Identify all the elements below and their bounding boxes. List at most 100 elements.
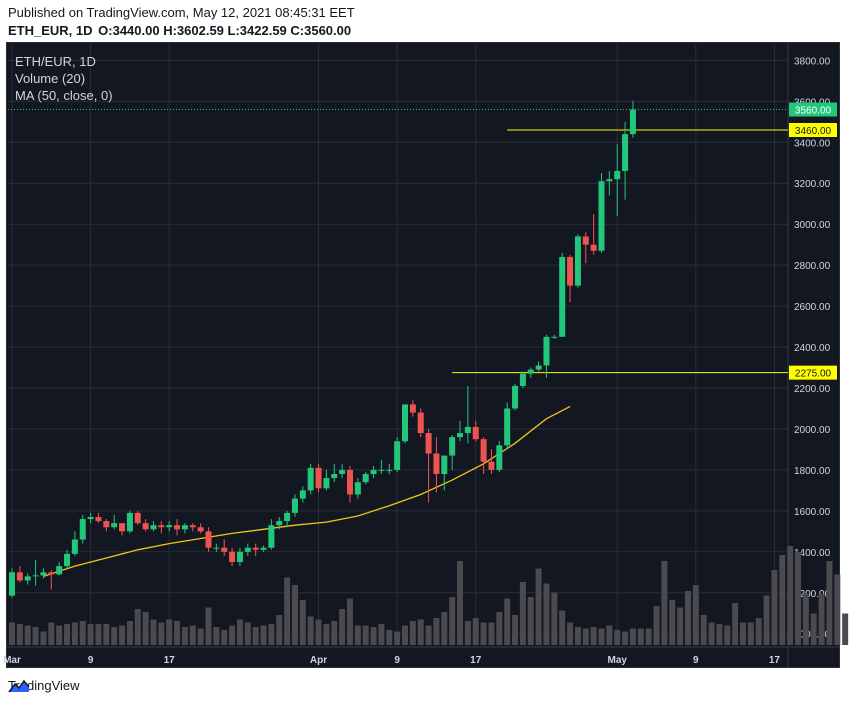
volume-bar (519, 582, 526, 645)
price-label-text: 2275.00 (795, 369, 832, 380)
volume-bar (291, 585, 298, 645)
price-label-box (789, 102, 837, 117)
volume-bar (763, 595, 770, 645)
candle-body (598, 181, 605, 251)
volume-bar (551, 592, 558, 645)
legend-volume: Volume (20) (15, 71, 86, 86)
y-tick-label: 1800.00 (794, 466, 831, 477)
x-tick-label: Apr (310, 655, 327, 666)
published-line: Published on TradingView.com, May 12, 20… (8, 5, 355, 20)
volume-bar (354, 625, 361, 645)
volume-bar (48, 622, 55, 645)
candle-body (221, 547, 228, 552)
candle-body (362, 474, 369, 483)
candle-body (574, 236, 581, 286)
volume-bar (134, 609, 141, 645)
x-tick-label: May (607, 655, 627, 666)
volume-bar (260, 625, 267, 645)
volume-bar (315, 619, 322, 645)
volume-bar (637, 628, 644, 645)
candle-body (236, 551, 243, 563)
publication-header: Published on TradingView.com, May 12, 20… (8, 4, 355, 40)
candle-body (543, 336, 550, 366)
candle-body (472, 426, 479, 440)
volume-bar (802, 594, 809, 645)
candle-body (567, 256, 574, 286)
volume-bar (488, 622, 495, 645)
volume-bar (629, 628, 636, 645)
candle-body (622, 134, 629, 171)
volume-bar (512, 615, 519, 645)
candle-body (40, 572, 47, 576)
volume-bar (24, 625, 31, 645)
volume-bar (95, 624, 102, 645)
volume-bar (409, 621, 416, 645)
legend-symbol: ETH/EUR, 1D (15, 54, 96, 69)
candle-body (480, 439, 487, 462)
volume-bar (606, 625, 613, 645)
y-tick-label: 1400.00 (794, 548, 831, 559)
candle-body (629, 109, 636, 135)
candle-body (103, 521, 110, 528)
candle-body (354, 482, 361, 495)
volume-bar (87, 624, 94, 645)
volume-bar (574, 627, 581, 645)
x-tick-label: 17 (470, 655, 482, 666)
volume-bar (268, 624, 275, 645)
candle-body (339, 469, 346, 474)
volume-bar (472, 618, 479, 645)
candle-body (551, 336, 558, 338)
candle-body (268, 525, 275, 548)
footer: TradingView (8, 678, 80, 693)
volume-bar (598, 628, 605, 645)
volume-bar (150, 619, 157, 645)
volume-bar (779, 555, 786, 645)
volume-bar (692, 585, 699, 645)
candle-body (126, 512, 133, 532)
chart-pane[interactable] (6, 42, 840, 668)
candle-body (229, 551, 236, 563)
ohlc-line: ETH_EUR, 1D O:3440.00 H:3602.59 L:3422.5… (8, 22, 355, 40)
volume-bar (307, 616, 314, 645)
candle-body (346, 469, 353, 495)
volume-bar (142, 612, 149, 645)
y-tick-label: 3800.00 (794, 56, 831, 67)
candle-body (323, 478, 330, 489)
volume-bar (739, 622, 746, 645)
candle-body (315, 467, 322, 489)
volume-bar (229, 625, 236, 645)
volume-bar (174, 621, 181, 645)
candle-body (307, 467, 314, 491)
volume-bar (559, 610, 566, 645)
candle-body (527, 369, 534, 374)
price-label-text: 3560.00 (795, 106, 832, 117)
volume-bar (582, 628, 589, 645)
candle-body (166, 525, 173, 528)
volume-bar (480, 622, 487, 645)
volume-bar (496, 612, 503, 645)
candle-body (606, 179, 613, 182)
candle-body (291, 498, 298, 513)
x-tick-label: Mar (3, 655, 21, 666)
volume-bar (323, 624, 330, 645)
volume-bar (834, 574, 841, 645)
volume-bar (818, 594, 825, 645)
ma-line (43, 405, 571, 578)
candle-body (9, 572, 15, 596)
candle-body (512, 385, 519, 409)
price-label-box (789, 123, 837, 137)
x-tick-label: 9 (693, 655, 699, 666)
volume-bar (677, 607, 684, 645)
volume-bar (700, 615, 707, 645)
candle-body (488, 461, 495, 470)
candle-body (111, 523, 118, 528)
volume-bar (252, 627, 259, 645)
candle-body (174, 525, 181, 530)
volume-bar (622, 631, 629, 645)
volume-bar (56, 625, 63, 645)
candle-body (71, 539, 78, 554)
chart-legend: ETH/EUR, 1D Volume (20) MA (50, close, 0… (15, 53, 113, 104)
volume-bar (205, 607, 212, 645)
volume-bar (244, 622, 251, 645)
